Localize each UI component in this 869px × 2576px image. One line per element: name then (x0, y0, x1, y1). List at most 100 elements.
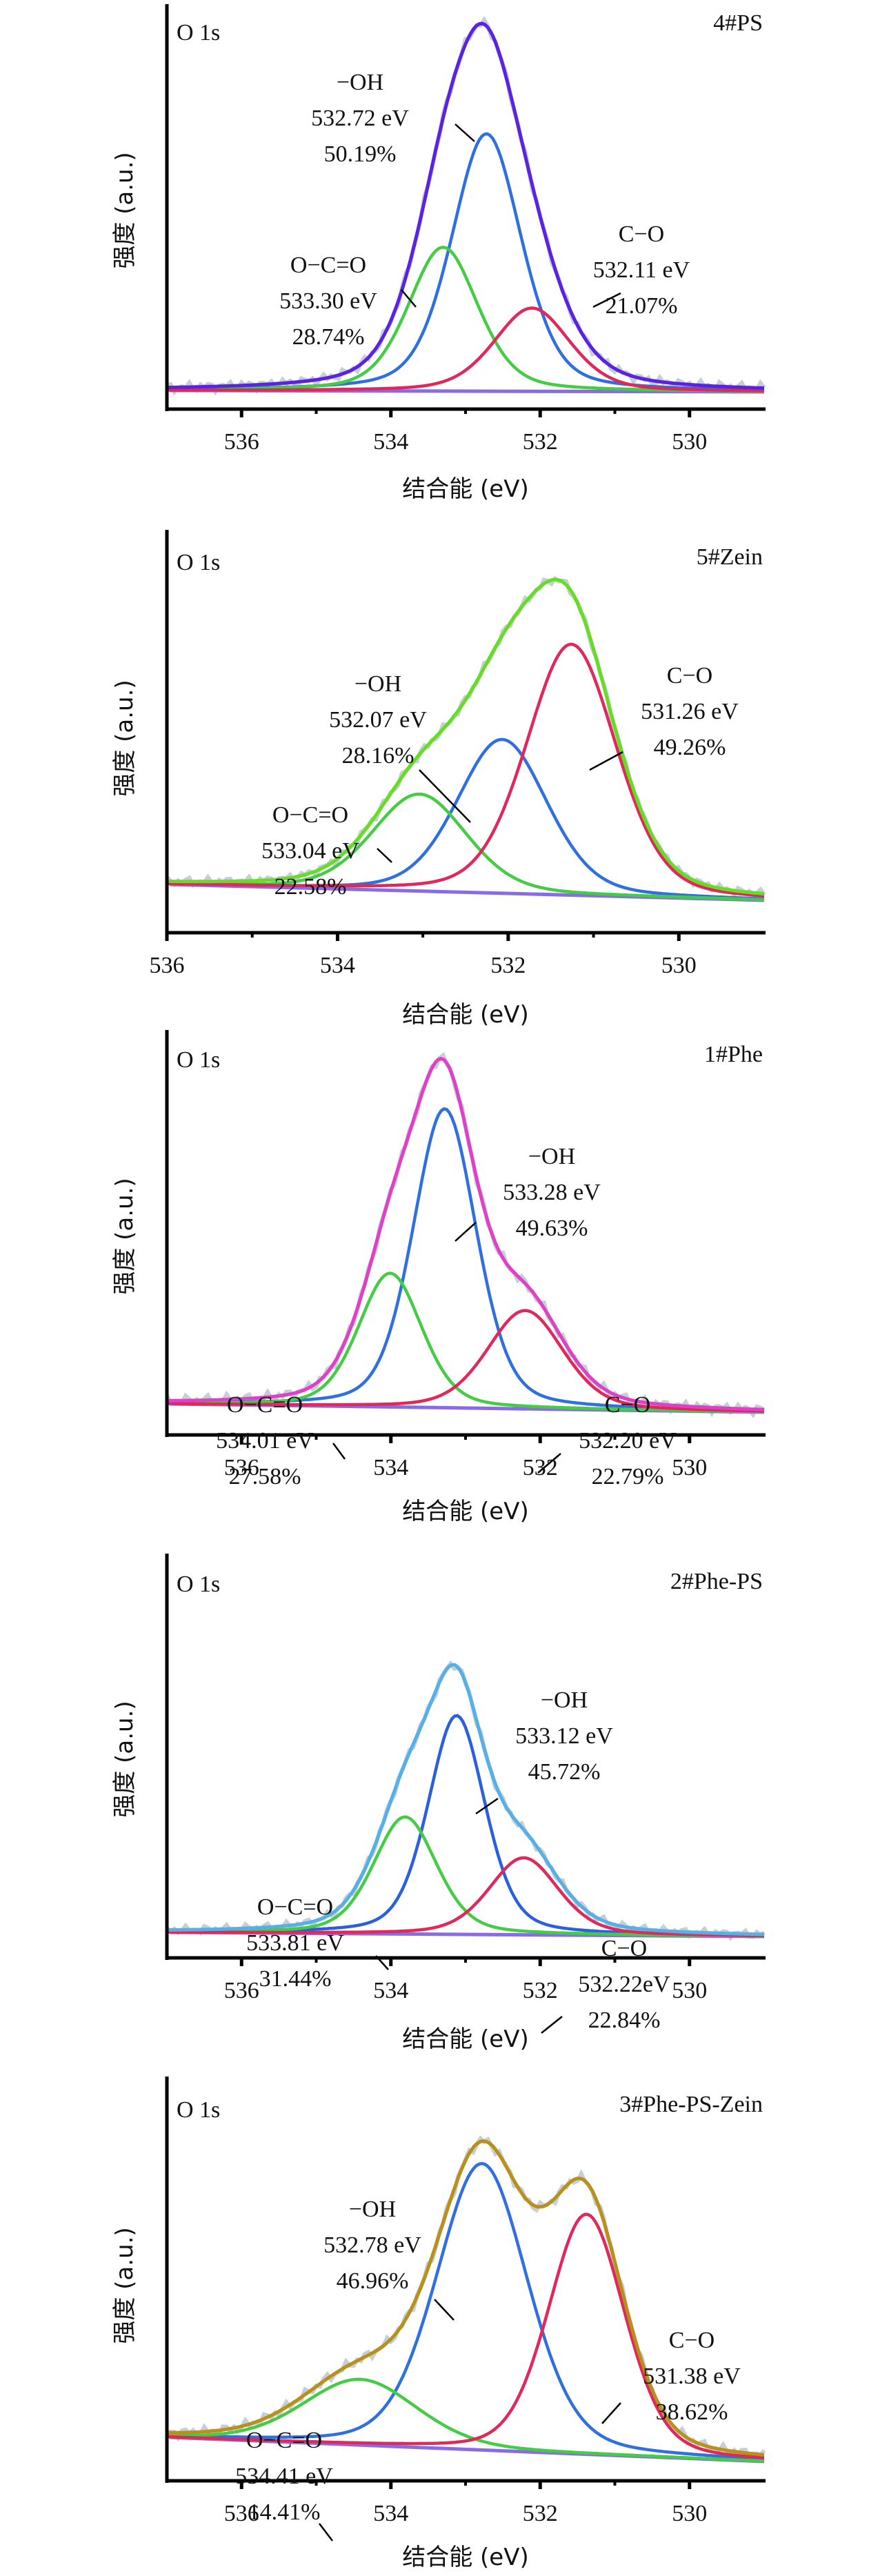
x-axis-label: 结合能 (eV) (402, 2544, 529, 2571)
annotation-center-label: 534.01 eV (216, 1428, 314, 1454)
x-axis-label: 结合能 (eV) (402, 1498, 529, 1525)
sample-label: 3#Phe-PS-Zein (619, 2092, 763, 2117)
annotation-name: C−O (667, 663, 712, 688)
annotation-center-label: 533.30 eV (279, 288, 377, 314)
y-axis-label: 强度 (a.u.) (111, 152, 139, 268)
sample-label: 4#PS (713, 10, 763, 36)
sample-label: 2#Phe-PS (670, 1569, 763, 1594)
x-tick-label: 530 (672, 2501, 707, 2526)
peak-annotation: O−C=O 533.81 eV 31.44% (246, 1894, 389, 1992)
annotation-leader-line (401, 289, 417, 308)
x-tick-label: 536 (224, 2501, 259, 2526)
y-axis-label: 强度 (a.u.) (111, 2227, 139, 2344)
x-axis-label: 结合能 (eV) (402, 475, 529, 503)
component-line-ocoo (166, 2377, 765, 2463)
sample-label: 5#Zein (697, 544, 763, 570)
x-tick-label: 534 (373, 1978, 408, 2003)
annotation-center-label: 532.20 eV (579, 1428, 677, 1454)
component-line-co (166, 2212, 765, 2460)
peak-annotation: O−C=O 534.01 eV 27.58% (216, 1392, 346, 1489)
annotation-center-label: 533.28 eV (503, 1180, 601, 1205)
corner-label: O 1s (177, 20, 220, 46)
peak-annotation: C−O 532.22eV 22.84% (541, 1936, 670, 2034)
x-tick-label: 530 (672, 1978, 707, 2003)
annotation-name: −OH (349, 2197, 396, 2222)
annotation-center-label: 533.04 eV (261, 838, 359, 864)
x-tick-label: 532 (523, 1455, 558, 1480)
annotation-leader-line (377, 848, 392, 863)
x-tick-label: 532 (523, 1978, 558, 2003)
component-line-ocoo (167, 1271, 764, 1414)
peak-annotation: −OH 532.78 eV 46.96% (323, 2197, 455, 2321)
x-tick-label: 530 (672, 1455, 707, 1480)
sample-label: 1#Phe (704, 1042, 763, 1067)
peak-annotation: O−C=O 533.30 eV 28.74% (279, 252, 417, 350)
annotation-center-label: 533.81 eV (246, 1930, 344, 1956)
panel-2phe-ps: 536 534 532 530 O 1s 2#Phe-PS 强度 (a.u.) 结合能… (111, 1554, 766, 2053)
raw-data-line (165, 1051, 766, 1419)
peak-annotation: O−C=O 534.41 eV 14.41% (235, 2428, 333, 2542)
x-tick-label: 530 (661, 953, 697, 978)
panel-5zein: 536 534 532 530 O 1s 5#Zein 强度 (a.u.) 结合能 (… (111, 530, 766, 1029)
annotation-leader-line (475, 1797, 499, 1815)
annotation-area-label: 38.62% (656, 2399, 728, 2425)
annotation-area-label: 28.16% (342, 743, 414, 769)
x-tick-label: 532 (523, 2501, 558, 2526)
raw-data-line (165, 1660, 766, 1941)
annotation-name: −OH (354, 671, 401, 697)
annotation-center-label: 532.11 eV (593, 257, 690, 283)
annotation-area-label: 31.44% (259, 1966, 332, 1992)
annotation-area-label: 50.19% (324, 141, 397, 167)
plot-area: 536 534 532 530 (165, 1554, 766, 2003)
annotation-area-label: 22.58% (274, 874, 347, 900)
envelope-line (166, 1056, 765, 1411)
x-tick-label: 534 (373, 2501, 408, 2526)
x-axis-label: 结合能 (eV) (402, 2025, 529, 2053)
panel-1phe: 536 534 532 530 O 1s 1#Phe 强度 (a.u.) 结合能 (e… (111, 1030, 766, 1525)
y-axis-label: 强度 (a.u.) (111, 1701, 139, 1817)
x-tick-label: 536 (224, 1978, 259, 2003)
annotation-name: O−C=O (246, 2428, 322, 2453)
component-line-co (166, 1309, 764, 1413)
annotation-leader-line (537, 1453, 561, 1474)
annotation-name: C−O (605, 1392, 650, 1418)
annotation-area-label: 22.79% (592, 1464, 664, 1489)
annotation-leader-line (375, 1955, 389, 1970)
component-line-oh (167, 1714, 765, 1937)
annotation-leader-line (419, 769, 471, 823)
corner-label: O 1s (177, 550, 220, 575)
annotation-center-label: 532.72 eV (311, 106, 409, 131)
component-line-oh (167, 1107, 764, 1413)
annotation-name: C−O (619, 221, 664, 247)
x-tick-label: 536 (224, 1455, 259, 1480)
x-tick-label: 536 (224, 429, 259, 455)
annotation-center-label: 534.41 eV (235, 2464, 333, 2489)
annotation-area-label: 21.07% (606, 293, 678, 319)
annotation-leader-line (455, 1222, 477, 1242)
annotation-area-label: 46.96% (337, 2268, 409, 2294)
annotation-leader-line (589, 751, 623, 771)
annotation-name: O−C=O (227, 1392, 303, 1418)
component-line-ocoo (167, 1815, 765, 1938)
annotation-name: O−C=O (290, 252, 366, 278)
component-line-co (166, 642, 765, 898)
envelope-line (167, 2139, 765, 2457)
x-tick-label: 534 (373, 1455, 408, 1480)
y-axis-label: 强度 (a.u.) (111, 680, 139, 796)
annotation-center-label: 532.78 eV (323, 2232, 421, 2258)
component-line-co (167, 1856, 765, 1938)
raw-data-line (166, 16, 766, 396)
annotation-center-label: 532.22eV (578, 1972, 670, 1997)
annotation-leader-line (319, 2523, 333, 2542)
annotation-area-label: 49.26% (654, 735, 726, 760)
annotation-name: O−C=O (272, 802, 348, 828)
annotation-leader-line (601, 2402, 621, 2424)
plot-area: 536 534 532 530 (165, 2077, 766, 2526)
annotation-name: −OH (541, 1687, 588, 1713)
annotation-leader-line (541, 2016, 563, 2034)
annotation-center-label: 531.26 eV (641, 699, 739, 724)
annotation-area-label: 27.58% (229, 1464, 301, 1489)
peak-annotation: O−C=O 533.04 eV 22.58% (261, 802, 392, 900)
plot-area: 536 534 532 530 (165, 1030, 766, 1480)
